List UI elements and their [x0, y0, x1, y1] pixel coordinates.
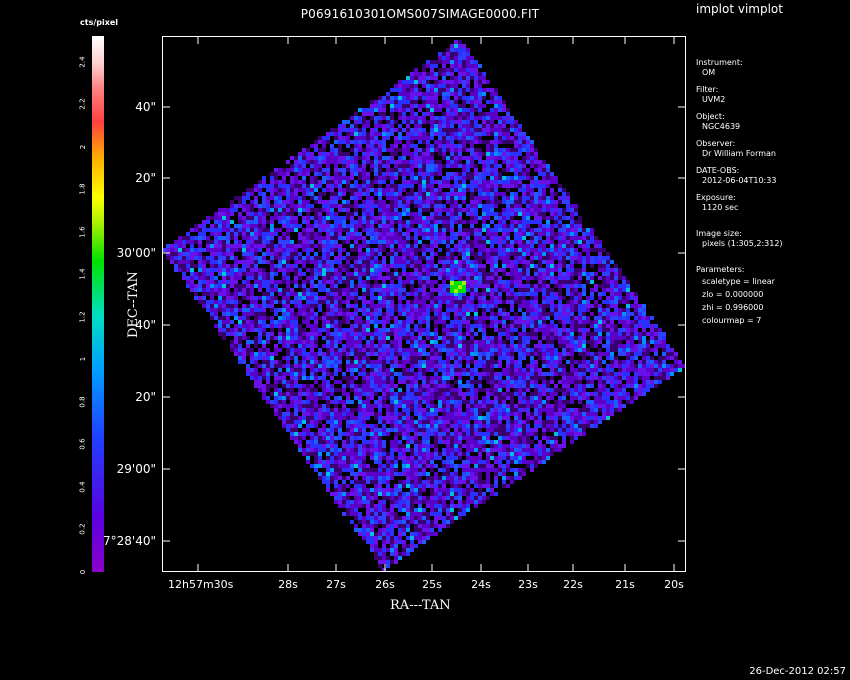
xtick-6: 23s	[518, 578, 538, 591]
xtick-2: 27s	[326, 578, 346, 591]
xtick-8: 21s	[615, 578, 635, 591]
object-value: NGC4639	[702, 122, 741, 131]
timestamp: 26-Dec-2012 02:57	[749, 666, 846, 677]
param-zlo: zlo = 0.000000	[702, 290, 764, 299]
filter-label: Filter:	[696, 85, 719, 94]
colorbar-label: cts/pixel	[80, 18, 119, 27]
exposure-label: Exposure:	[696, 193, 736, 202]
xtick-5: 24s	[471, 578, 491, 591]
colorbar	[92, 36, 104, 572]
parameters-label: Parameters:	[696, 265, 745, 274]
y-axis-title: DEC--TAN	[126, 271, 141, 338]
filter-value: UVM2	[702, 95, 726, 104]
ytick-1: 20"	[135, 171, 156, 185]
ytick-2: 30'00"	[116, 246, 156, 260]
ytick-3: 40"	[135, 318, 156, 332]
observer-label: Observer:	[696, 139, 736, 148]
xtick-7: 22s	[563, 578, 583, 591]
ytick-5: 29'00"	[116, 462, 156, 476]
instrument-label: Instrument:	[696, 58, 743, 67]
xtick-0: 12h57m30s	[168, 578, 234, 591]
object-label: Object:	[696, 112, 725, 121]
xtick-3: 26s	[375, 578, 395, 591]
image-size-value: pixels (1:305,2:312)	[702, 239, 783, 248]
ytick-0: 40"	[135, 100, 156, 114]
exposure-value: 1120 sec	[702, 203, 739, 212]
image-size-label: Image size:	[696, 229, 742, 238]
sky-image[interactable]	[162, 36, 686, 572]
observer-value: Dr William Forman	[702, 149, 776, 158]
date-label: DATE-OBS:	[696, 166, 740, 175]
param-scaletype: scaletype = linear	[702, 277, 775, 286]
x-axis-title: RA---TAN	[390, 598, 451, 613]
param-colourmap: colourmap = 7	[702, 316, 762, 325]
xtick-1: 28s	[278, 578, 298, 591]
info-panel: Instrument: OM Filter: UVM2 Object: NGC4…	[696, 58, 783, 334]
ytick-6: 7°28'40"	[103, 534, 156, 548]
date-value: 2012-06-04T10:33	[702, 176, 777, 185]
plot-frame	[162, 36, 686, 572]
instrument-value: OM	[702, 68, 716, 77]
param-zhi: zhi = 0.996000	[702, 303, 764, 312]
xtick-9: 20s	[664, 578, 684, 591]
xtick-4: 25s	[422, 578, 442, 591]
plot-title: P0691610301OMS007SIMAGE0000.FIT	[300, 7, 540, 21]
app-name: implot vimplot	[696, 2, 783, 16]
ytick-4: 20"	[135, 390, 156, 404]
